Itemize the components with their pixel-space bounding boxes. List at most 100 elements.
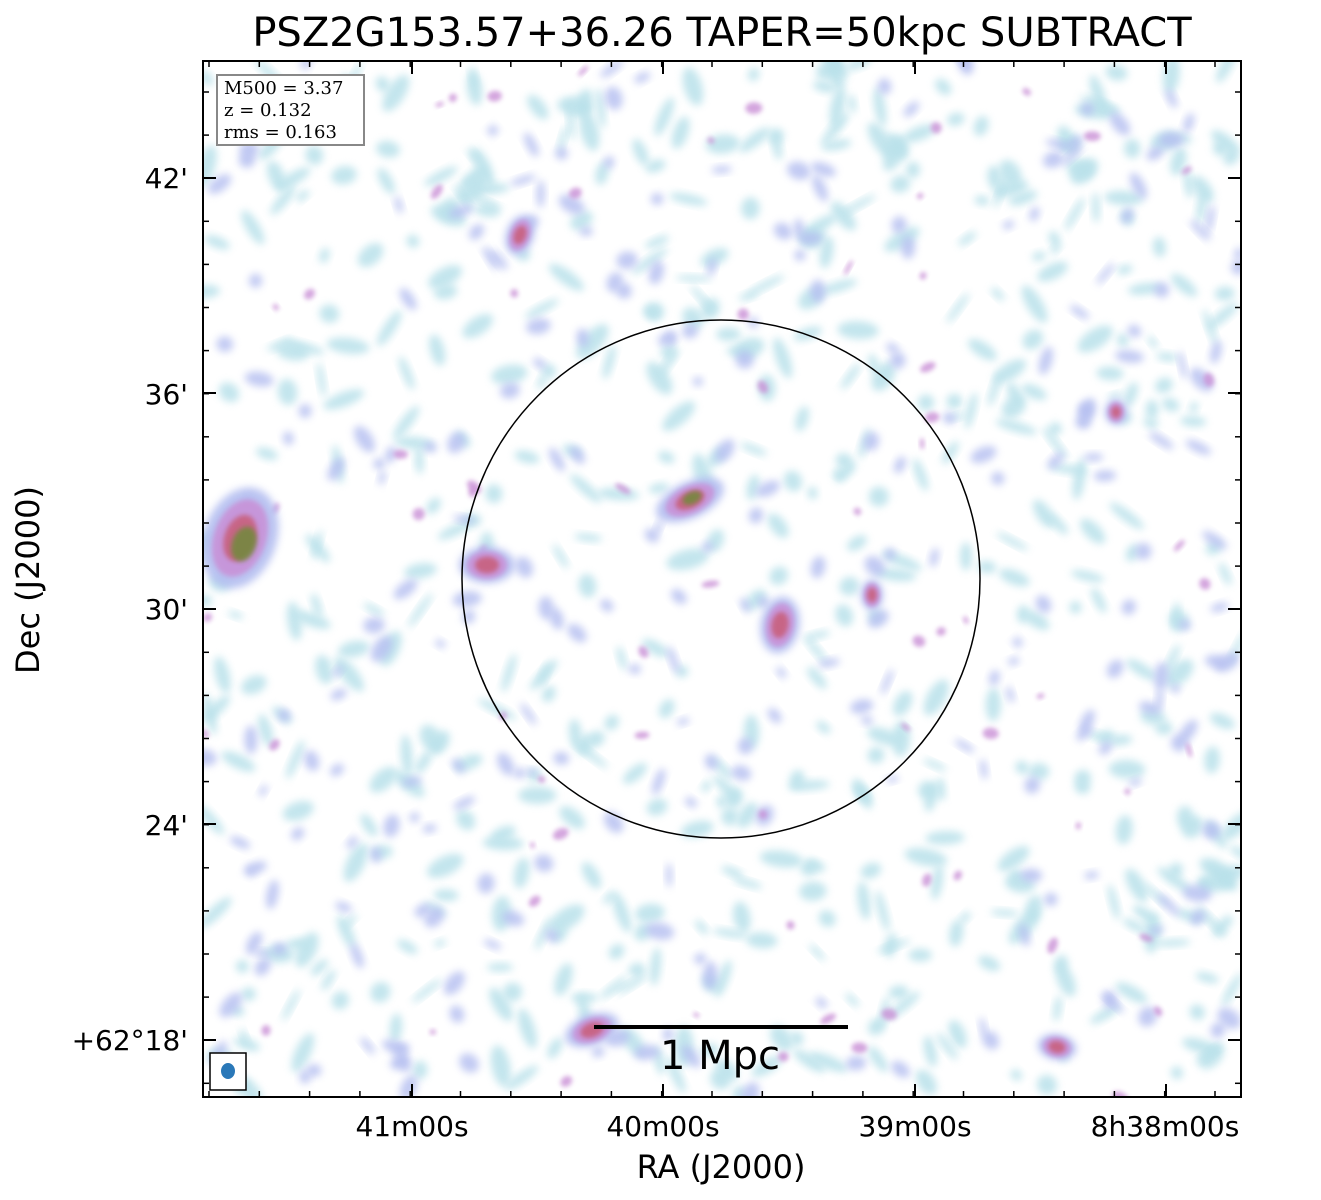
emission-blob [370, 635, 393, 662]
emission-blob [867, 587, 877, 603]
emission-blob [807, 486, 818, 500]
emission-blob [202, 594, 213, 607]
emission-blob [1036, 693, 1045, 699]
emission-blob [408, 593, 433, 628]
emission-blob [701, 780, 712, 792]
emission-blob [527, 94, 549, 120]
emission-blob [1115, 350, 1144, 363]
emission-blob [377, 167, 395, 195]
emission-blob [612, 892, 632, 933]
r500-circle [461, 319, 981, 839]
emission-blob [1180, 416, 1207, 427]
emission-blob [740, 597, 751, 613]
emission-blob [1079, 95, 1120, 113]
emission-blob [1070, 570, 1105, 583]
emission-blob [851, 1042, 868, 1054]
emission-blob [353, 425, 375, 453]
emission-blob [428, 265, 463, 289]
emission-blob [482, 836, 524, 851]
emission-blob [1021, 383, 1047, 401]
emission-blob [702, 961, 718, 990]
emission-blob [1127, 324, 1142, 338]
emission-blob [1212, 915, 1233, 937]
emission-blob [1015, 760, 1029, 775]
emission-blob [404, 562, 437, 579]
emission-blob [1109, 502, 1144, 530]
emission-blob [996, 532, 1029, 551]
emission-blob [768, 128, 784, 145]
emission-blob [1170, 273, 1198, 297]
x-axis-label: RA (J2000) [636, 1148, 806, 1186]
emission-blob [1148, 926, 1164, 935]
emission-blob [868, 353, 879, 374]
emission-blob [346, 836, 358, 849]
emission-blob [608, 944, 625, 960]
emission-blob [548, 263, 584, 291]
emission-blob [900, 236, 916, 259]
emission-blob [702, 541, 713, 553]
emission-blob [1096, 366, 1124, 381]
emission-blob [642, 638, 669, 658]
emission-blob [538, 596, 554, 620]
emission-blob [658, 699, 675, 719]
emission-blob [383, 814, 400, 838]
emission-blob [1096, 263, 1115, 285]
emission-blob [850, 699, 874, 714]
emission-blob [310, 959, 329, 976]
emission-blob [294, 610, 331, 630]
emission-blob [993, 359, 1027, 384]
emission-blob [949, 920, 964, 947]
emission-blob [422, 824, 437, 833]
emission-blob [819, 279, 858, 295]
emission-blob [812, 174, 828, 202]
emission-blob [241, 987, 256, 1001]
emission-blob [645, 159, 666, 173]
emission-blob [816, 721, 831, 734]
emission-blob [591, 1046, 605, 1058]
emission-blob [559, 806, 585, 829]
emission-blob [973, 115, 989, 137]
emission-blob [746, 932, 778, 949]
radio-image [202, 60, 1242, 1098]
emission-blob [1069, 601, 1082, 614]
y-tick-label: 24' [144, 809, 188, 842]
emission-blob [1109, 112, 1131, 136]
emission-blob [905, 161, 921, 179]
emission-blob [423, 441, 437, 453]
emission-blob [650, 193, 664, 205]
emission-blob [970, 446, 997, 464]
emission-blob [999, 159, 1022, 187]
emission-blob [489, 249, 508, 270]
emission-blob [758, 809, 768, 819]
emission-blob [958, 231, 977, 246]
emission-blob [840, 363, 861, 390]
emission-blob [1022, 88, 1031, 96]
emission-blob [286, 739, 305, 779]
emission-blob [654, 97, 675, 136]
emission-blob [221, 751, 256, 772]
emission-blob [660, 343, 676, 360]
emission-blob [682, 324, 698, 339]
emission-blob [1081, 102, 1094, 116]
emission-blob [426, 497, 441, 514]
emission-blob [1211, 130, 1240, 154]
emission-blob [769, 1025, 794, 1052]
emission-blob [747, 67, 760, 82]
emission-blob [903, 101, 920, 117]
emission-blob [393, 405, 420, 440]
emission-blob [916, 192, 924, 200]
emission-blob [466, 71, 483, 106]
emission-blob [767, 708, 782, 724]
emission-blob [733, 877, 763, 889]
emission-blob [654, 520, 663, 535]
emission-blob [363, 603, 385, 616]
emission-blob [378, 470, 386, 485]
emission-blob [567, 623, 587, 643]
emission-blob [658, 451, 675, 464]
emission-blob [558, 125, 568, 153]
emission-blob [979, 759, 988, 780]
emission-blob [883, 933, 898, 958]
emission-blob [705, 134, 740, 154]
emission-blob [241, 675, 267, 695]
emission-blob [526, 318, 551, 335]
